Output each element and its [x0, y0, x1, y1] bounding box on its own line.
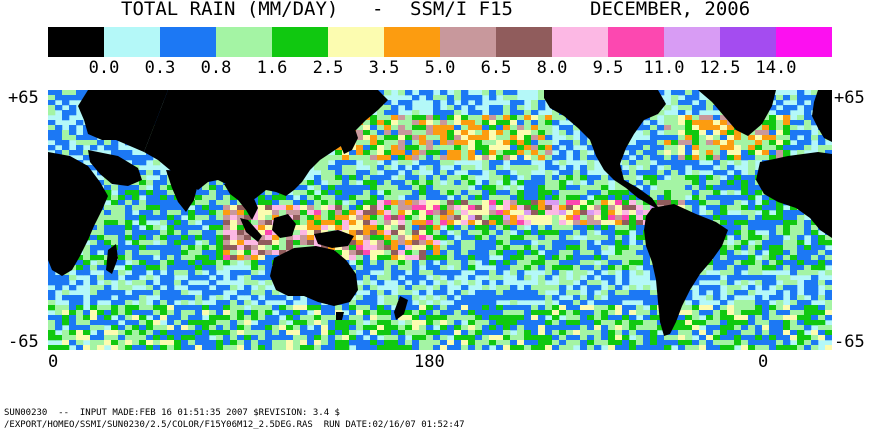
legend-swatch — [608, 27, 664, 57]
lat-label-bottom-right: -65 — [834, 332, 865, 352]
legend-swatch — [776, 27, 832, 57]
legend-threshold-label: 9.5 — [592, 58, 624, 78]
title-date: DECEMBER, 2006 — [590, 0, 751, 20]
lon-label-left: 0 — [48, 352, 59, 372]
legend-swatch — [664, 27, 720, 57]
legend-threshold-label: 8.0 — [536, 58, 568, 78]
legend-threshold-label: 5.0 — [424, 58, 456, 78]
land-borneo — [272, 214, 296, 238]
legend-threshold-label: 0.8 — [200, 58, 232, 78]
land-tasmania — [336, 312, 344, 320]
legend-swatch — [48, 27, 104, 57]
title-instrument: SSM/I F15 — [410, 0, 513, 20]
land-new-guinea — [314, 230, 354, 248]
legend-threshold-label: 3.5 — [368, 58, 400, 78]
legend-threshold-label: 2.5 — [312, 58, 344, 78]
land-eurasia-east — [144, 90, 388, 204]
legend-threshold-labels: 0.0 0.3 0.8 1.6 2.5 3.5 5.0 6.5 8.0 9.5 11.0 12.5 14… — [0, 57, 880, 79]
legend-swatch — [272, 27, 328, 57]
land-madagascar — [106, 244, 118, 274]
legend-swatch — [440, 27, 496, 57]
footer-line-2: /EXPORT/HOMEO/SSMI/SUN0230/2.5/COLOR/F15… — [4, 420, 465, 430]
title-dash: - — [372, 0, 384, 20]
land-sumatra — [240, 218, 262, 242]
lon-label-center: 180 — [414, 352, 445, 372]
legend-threshold-label: 6.5 — [480, 58, 512, 78]
legend-swatch — [552, 27, 608, 57]
land-south-america — [644, 204, 728, 336]
land-greenland — [698, 90, 776, 136]
legend-threshold-label: 12.5 — [699, 58, 741, 78]
lat-label-top-left: +65 — [8, 88, 39, 108]
land-masses — [48, 90, 832, 336]
legend-threshold-label: 11.0 — [643, 58, 685, 78]
land-europe-atlantic — [812, 90, 832, 142]
legend-swatch — [104, 27, 160, 57]
legend-threshold-label: 0.3 — [144, 58, 176, 78]
legend-swatch — [720, 27, 776, 57]
title-variable: TOTAL RAIN (MM/DAY) — [121, 0, 339, 20]
legend-swatch — [496, 27, 552, 57]
lat-label-bottom-left: -65 — [8, 332, 39, 352]
lat-label-top-right: +65 — [834, 88, 865, 108]
rainfall-map — [48, 90, 832, 350]
legend-swatch — [384, 27, 440, 57]
land-japan — [340, 126, 358, 154]
land-new-zealand — [394, 296, 408, 320]
land-australia — [270, 246, 358, 306]
legend-threshold-label: 1.6 — [256, 58, 288, 78]
legend-threshold-label: 0.0 — [88, 58, 120, 78]
legend-swatch — [160, 27, 216, 57]
land-arabia — [88, 150, 142, 186]
footer-line-1: SUN00230 -- INPUT MADE:FEB 16 01:51:35 2… — [4, 408, 340, 418]
land-indochina — [224, 182, 258, 220]
land-india — [166, 170, 198, 212]
legend-threshold-label: 14.0 — [755, 58, 797, 78]
legend-swatch — [328, 27, 384, 57]
land-africa-west — [756, 152, 832, 238]
lon-label-right: 0 — [758, 352, 769, 372]
legend-swatch — [216, 27, 272, 57]
color-legend — [48, 27, 832, 57]
land-africa-east — [48, 152, 108, 276]
map-title: TOTAL RAIN (MM/DAY) - SSM/I F15 DECEMBER… — [0, 0, 880, 22]
land-north-america — [544, 90, 666, 210]
land-eurasia-west — [78, 90, 168, 152]
